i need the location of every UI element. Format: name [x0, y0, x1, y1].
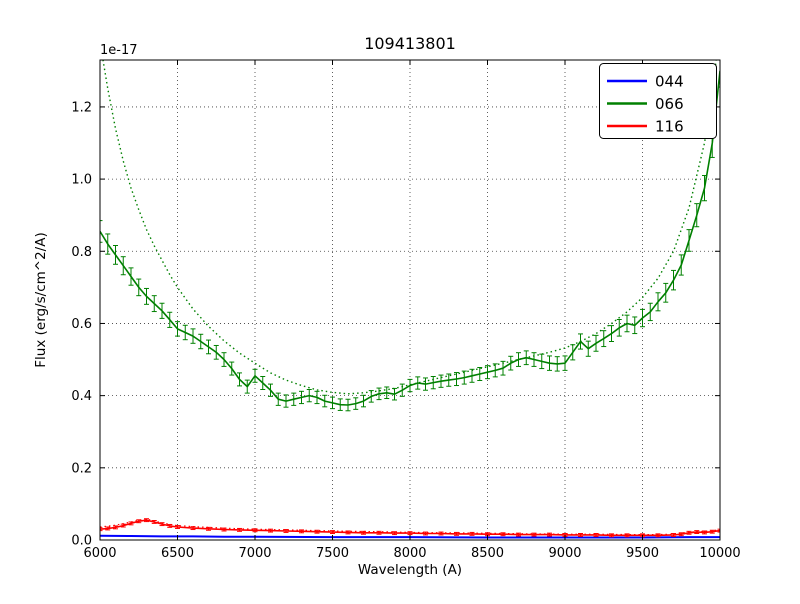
x-axis-label: Wavelength (A): [358, 562, 462, 578]
y-tick-label: 1.0: [71, 173, 92, 188]
y-tick-label: 0.2: [71, 461, 92, 476]
series-066: [100, 60, 720, 412]
y-tick-label: 0.4: [71, 389, 92, 404]
y-tick-label: 1.2: [71, 100, 92, 115]
x-tick-label: 9000: [548, 546, 581, 561]
x-tick-label: 9500: [626, 546, 659, 561]
legend-label-044: 044: [655, 73, 684, 91]
series-116: [100, 518, 720, 538]
x-tick-label: 6000: [83, 546, 116, 561]
x-tick-label: 7500: [316, 546, 349, 561]
x-tick-label: 6500: [161, 546, 194, 561]
x-tick-label: 8500: [471, 546, 504, 561]
chart-title: 109413801: [364, 34, 456, 53]
y-tick-label: 0.6: [71, 317, 92, 332]
legend-label-066: 066: [655, 95, 684, 113]
legend: 044 066 116: [599, 63, 717, 139]
y-axis-label: Flux (erg/s/cm^2/A): [33, 232, 49, 367]
legend-label-116: 116: [655, 118, 684, 136]
x-tick-label: 8000: [393, 546, 426, 561]
x-tick-label: 7000: [238, 546, 271, 561]
y-tick-label: 0.0: [71, 534, 92, 549]
x-tick-label: 10000: [699, 546, 740, 561]
y-tick-label: 0.8: [71, 245, 92, 260]
series-line-116: [100, 519, 720, 537]
y-axis-offset-text: 1e-17: [100, 43, 138, 58]
series-line-066: [100, 70, 720, 406]
